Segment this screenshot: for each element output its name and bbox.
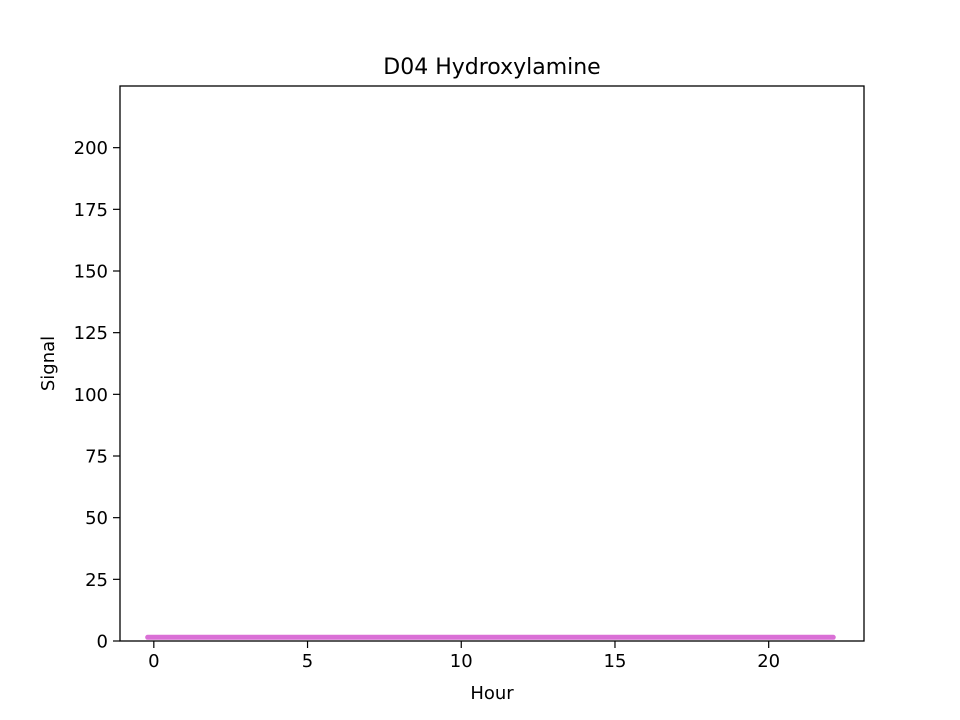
y-tick-label: 100	[74, 385, 108, 406]
x-tick-label: 0	[148, 651, 159, 672]
y-tick-label: 50	[85, 508, 108, 529]
y-tick-label: 75	[85, 447, 108, 468]
x-tick-label: 5	[302, 651, 313, 672]
y-tick-label: 125	[74, 323, 108, 344]
x-axis: 0 5 10 15 20	[148, 641, 780, 672]
y-tick-label: 175	[74, 200, 108, 221]
y-axis-title: Signal	[38, 336, 59, 391]
plot-area-frame	[119, 85, 865, 642]
x-tick-label: 20	[757, 651, 780, 672]
chart-title: D04 Hydroxylamine	[383, 55, 600, 80]
y-tick-label: 200	[74, 138, 108, 159]
y-axis: 0 25 50 75 100 125 150 175 200	[74, 138, 120, 653]
x-tick-label: 10	[450, 651, 473, 672]
y-tick-label: 150	[74, 262, 108, 283]
x-axis-title: Hour	[470, 683, 514, 704]
y-tick-label: 25	[85, 570, 108, 591]
x-tick-label: 15	[604, 651, 627, 672]
y-tick-label: 0	[97, 632, 108, 653]
